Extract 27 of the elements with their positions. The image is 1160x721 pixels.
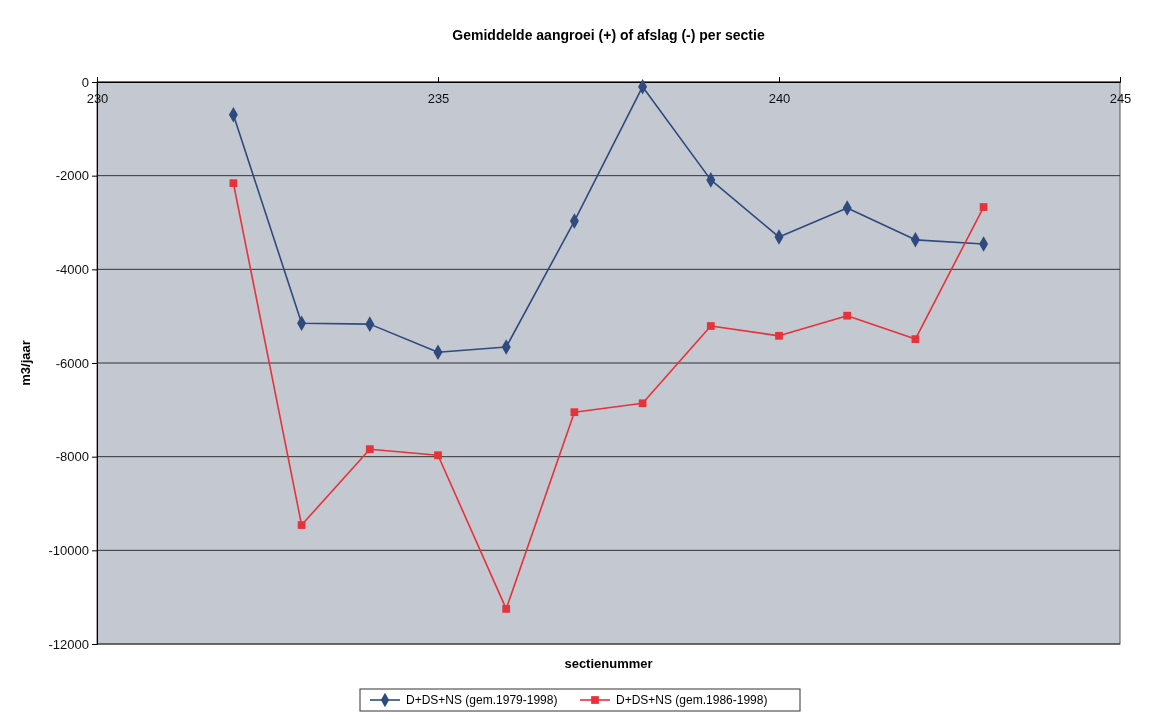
y-tick-label: -10000 [48,542,89,558]
y-tick-label: 0 [81,74,89,90]
point [365,445,374,454]
point [911,335,920,343]
y-tick-label: -2000 [55,168,89,184]
legend-label: D+DS+NS (gem.1986-1998) [616,693,768,707]
y-tick-label: -4000 [55,261,89,277]
y-tick-label: -6000 [55,355,89,371]
chart-title: Gemiddelde aangroei (+) of afslag (-) per sectie [452,27,765,43]
point [434,451,442,460]
y-tick-label: -8000 [55,449,89,465]
point [502,605,511,613]
point [297,521,306,529]
point [706,322,715,330]
y-tick-label: -12000 [48,636,89,652]
legend-label: D+DS+NS (gem.1979-1998) [406,693,558,707]
point [570,408,579,417]
x-axis-title: sectienummer [564,656,653,671]
point [979,203,988,211]
x-tick-label: 240 [768,90,791,106]
point [229,179,238,188]
point [843,311,852,320]
point [638,399,647,408]
point [775,331,783,340]
y-axis-title: m3/jaar [18,340,33,386]
x-tick-label: 245 [1109,90,1132,106]
x-tick-label: 235 [427,90,450,106]
